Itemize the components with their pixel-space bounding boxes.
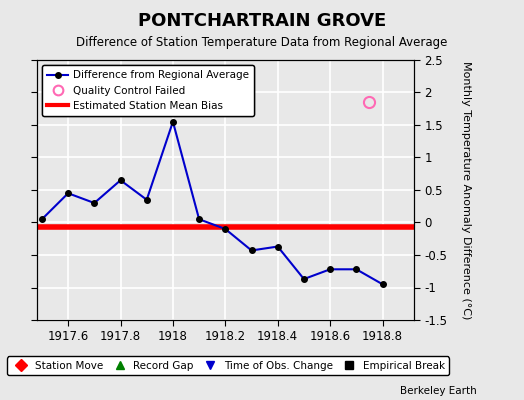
Y-axis label: Monthly Temperature Anomaly Difference (°C): Monthly Temperature Anomaly Difference (… [461, 61, 471, 319]
Text: Difference of Station Temperature Data from Regional Average: Difference of Station Temperature Data f… [77, 36, 447, 49]
Text: PONTCHARTRAIN GROVE: PONTCHARTRAIN GROVE [138, 12, 386, 30]
Legend: Station Move, Record Gap, Time of Obs. Change, Empirical Break: Station Move, Record Gap, Time of Obs. C… [7, 356, 449, 375]
Text: Berkeley Earth: Berkeley Earth [400, 386, 477, 396]
Legend: Difference from Regional Average, Quality Control Failed, Estimated Station Mean: Difference from Regional Average, Qualit… [42, 65, 254, 116]
